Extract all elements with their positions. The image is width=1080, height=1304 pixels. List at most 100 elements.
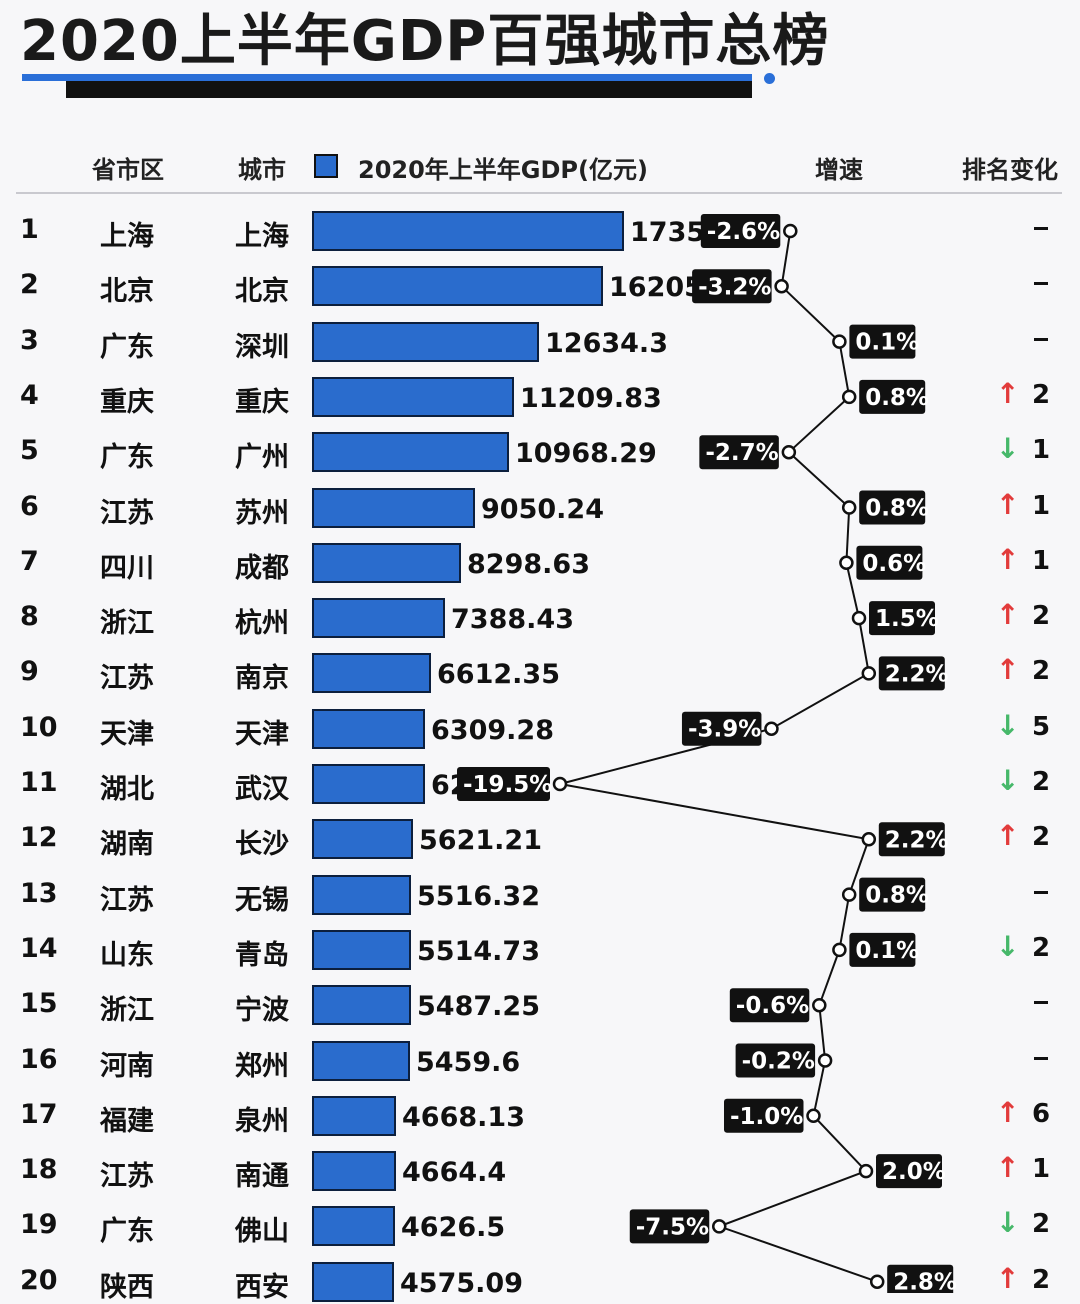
province-name: 重庆 [100, 386, 154, 418]
title-underline-black [66, 81, 752, 98]
growth-rate-label: 0.6% [862, 551, 926, 577]
province-name: 北京 [100, 276, 154, 308]
province-name: 上海 [100, 221, 154, 252]
gdp-bar [312, 487, 475, 528]
growth-tag [700, 214, 781, 248]
growth-tag [878, 656, 945, 691]
growth-rate-label: -1.0% [730, 1104, 803, 1130]
growth-tag [856, 545, 923, 580]
arrow-up-icon: ↑ [996, 487, 1020, 521]
rank-number: 18 [20, 1154, 58, 1186]
growth-point [832, 942, 847, 958]
gdp-bar [312, 598, 445, 639]
city-name: 佛山 [235, 1216, 289, 1248]
rank-number: 10 [20, 711, 58, 743]
growth-point [861, 666, 877, 681]
gdp-value-label: 5516.32 [417, 880, 540, 912]
city-name: 杭州 [235, 608, 289, 640]
growth-tag [878, 822, 945, 857]
rank-change-value: 2 [1032, 1264, 1051, 1295]
rank-number: 15 [20, 988, 58, 1020]
city-name: 上海 [235, 221, 289, 252]
province-name: 江苏 [100, 497, 154, 529]
gdp-value-label: 4664.4 [402, 1157, 507, 1189]
gdp-bar [312, 929, 411, 970]
gdp-bar [312, 542, 461, 583]
rank-number: 5 [20, 435, 39, 467]
growth-rate-label: 2.8% [893, 1270, 957, 1293]
growth-tag [849, 324, 916, 359]
growth-rate-label: 2.0% [882, 1159, 946, 1185]
city-name: 青岛 [235, 939, 289, 971]
no-change-dash [1034, 337, 1048, 341]
gdp-bar [312, 653, 431, 694]
rank-number: 7 [20, 545, 39, 577]
rank-number: 1 [20, 214, 39, 245]
rank-change-value: 2 [1032, 822, 1051, 853]
province-name: 山东 [100, 939, 154, 971]
rank-number: 6 [20, 490, 39, 522]
province-name: 河南 [100, 1050, 154, 1082]
rank-number: 16 [20, 1043, 58, 1075]
rank-change-value: 1 [1032, 1154, 1051, 1185]
city-name: 郑州 [235, 1050, 289, 1082]
growth-tag [859, 490, 926, 525]
growth-tag [681, 711, 762, 746]
gdp-bar [312, 211, 624, 251]
arrow-up-icon: ↑ [996, 1151, 1020, 1185]
no-change-dash [1034, 282, 1048, 286]
gdp-value-label: 9050.24 [481, 493, 604, 525]
title-underline-blue [22, 74, 752, 81]
arrow-up-icon: ↑ [996, 1095, 1020, 1129]
rank-change-value: 1 [1032, 490, 1051, 521]
growth-rate-label: -0.6% [736, 993, 809, 1019]
rank-number: 13 [20, 877, 58, 909]
gdp-bar [312, 985, 411, 1026]
growth-rate-label: 1.5% [875, 606, 939, 632]
province-name: 江苏 [100, 663, 154, 695]
city-name: 长沙 [235, 829, 289, 861]
growth-tag [887, 1264, 954, 1293]
arrow-up-icon: ↑ [996, 542, 1020, 576]
arrow-up-icon: ↑ [996, 598, 1020, 632]
growth-line-path [559, 230, 878, 1283]
arrow-down-icon: ↓ [996, 929, 1020, 963]
growth-point [817, 1053, 833, 1068]
gdp-value-label: 5621.21 [419, 825, 542, 857]
city-name: 泉州 [235, 1105, 289, 1137]
city-name: 无锡 [235, 884, 289, 916]
rank-change-value: 5 [1032, 711, 1051, 742]
no-change-dash [1034, 1056, 1048, 1060]
growth-tag [859, 877, 926, 912]
header-growth: 增速 [815, 156, 863, 184]
rank-change-value: 1 [1032, 435, 1051, 466]
rank-number: 14 [20, 932, 58, 964]
rank-change-value: 2 [1032, 932, 1051, 963]
rank-number: 2 [20, 269, 39, 301]
province-name: 广东 [100, 331, 154, 363]
city-name: 苏州 [235, 497, 289, 529]
header-city: 城市 [238, 156, 286, 184]
city-name: 深圳 [235, 331, 289, 363]
header-gdp: 2020年上半年GDP(亿元) [358, 156, 648, 184]
rank-number: 17 [20, 1098, 58, 1130]
growth-rate-label: 0.8% [865, 385, 929, 411]
growth-rate-label: 0.1% [855, 330, 919, 356]
arrow-up-icon: ↑ [996, 1261, 1020, 1295]
growth-rate-label: -19.5% [463, 772, 552, 798]
page-title: 2020上半年GDP百强城市总榜 [20, 9, 830, 74]
rank-number: 19 [20, 1209, 58, 1241]
header-divider [16, 192, 1062, 194]
gdp-value-label: 11209.83 [520, 382, 662, 414]
growth-tag [457, 767, 550, 801]
growth-point [712, 1219, 727, 1234]
rank-number: 20 [20, 1264, 58, 1296]
gdp-value-label: 5514.73 [417, 935, 540, 967]
rank-change-value: 2 [1032, 1209, 1051, 1240]
city-name: 重庆 [235, 386, 289, 418]
province-name: 湖北 [100, 774, 154, 805]
growth-rate-label: 0.1% [855, 938, 919, 964]
growth-rate-label: -3.2% [698, 274, 771, 300]
growth-tag [849, 932, 916, 967]
growth-rate-label: 0.8% [865, 496, 929, 522]
